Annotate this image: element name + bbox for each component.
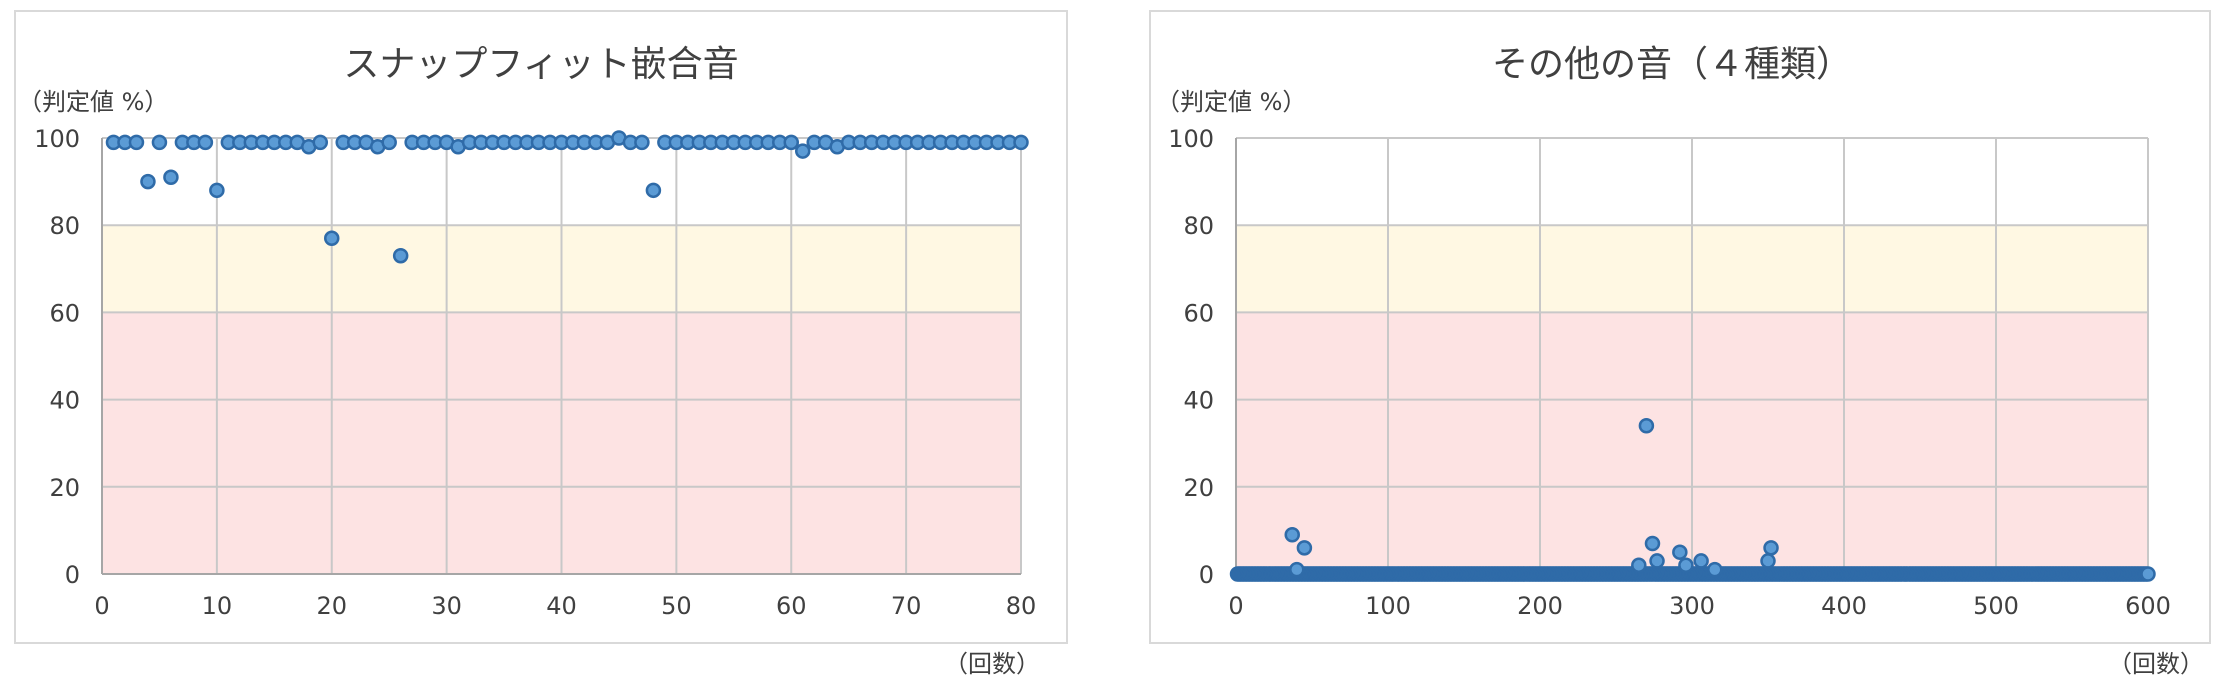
y-tick-label: 0 bbox=[65, 561, 80, 589]
snapfit-chart: スナップフィット嵌合音 （判定値 %） （回数） 0 20 40 60 80 100 0 10… bbox=[14, 10, 1068, 678]
x-tick-label: 0 bbox=[94, 592, 109, 620]
x-tick-label: 400 bbox=[1821, 592, 1867, 620]
data-point bbox=[794, 143, 811, 159]
x-tick-label: 300 bbox=[1669, 592, 1715, 620]
data-point bbox=[392, 247, 409, 264]
data-point bbox=[1284, 527, 1300, 543]
y-tick-label: 60 bbox=[1183, 299, 1214, 327]
y-tick-label: 60 bbox=[49, 299, 80, 327]
chart-title: その他の音（４種類） bbox=[1492, 44, 1852, 85]
y-tick-label: 0 bbox=[1199, 561, 1214, 589]
data-point bbox=[1296, 540, 1313, 556]
data-point bbox=[209, 182, 225, 199]
x-tick-label: 80 bbox=[1006, 592, 1037, 620]
data-point bbox=[324, 230, 340, 247]
data-point bbox=[1678, 557, 1694, 574]
x-tick-label: 20 bbox=[316, 592, 347, 620]
y-tick-label: 40 bbox=[49, 387, 80, 415]
y-tick-label: 80 bbox=[49, 212, 80, 240]
data-point bbox=[381, 134, 397, 151]
x-tick-label: 600 bbox=[2125, 592, 2171, 620]
data-point bbox=[645, 182, 662, 199]
plot-area: 0 20 40 60 80 100 0 100 200 300 400 500 600 bbox=[1168, 125, 2171, 620]
data-point bbox=[312, 134, 329, 151]
y-tick-label: 40 bbox=[1183, 387, 1214, 415]
x-tick-label: 50 bbox=[661, 592, 692, 620]
data-point bbox=[128, 134, 145, 151]
x-tick-label: 40 bbox=[546, 592, 577, 620]
data-point bbox=[1693, 553, 1709, 569]
data-point bbox=[1644, 535, 1661, 552]
x-tick-label: 200 bbox=[1517, 592, 1563, 620]
data-point bbox=[1013, 134, 1029, 151]
x-tick-label: 100 bbox=[1365, 592, 1411, 620]
x-tick-label: 10 bbox=[202, 592, 233, 620]
data-point bbox=[2140, 566, 2156, 582]
x-tick-label: 30 bbox=[431, 592, 462, 620]
x-tick-label: 70 bbox=[891, 592, 922, 620]
data-point bbox=[1763, 540, 1779, 556]
plot-area: 0 20 40 60 80 100 0 10 20 30 40 50 60 70 80 bbox=[34, 125, 1036, 620]
data-point bbox=[1638, 418, 1655, 434]
data-point bbox=[1760, 553, 1776, 569]
x-tick-label: 0 bbox=[1228, 592, 1243, 620]
other-sounds-chart: その他の音（４種類） （判定値 %） （回数） 0 20 40 60 80 100 0 100… bbox=[1149, 10, 2211, 678]
y-tick-label: 100 bbox=[34, 125, 80, 153]
data-point bbox=[1672, 544, 1688, 560]
x-axis-label: （回数） bbox=[944, 650, 1040, 678]
data-point bbox=[1289, 561, 1305, 578]
data-point bbox=[197, 134, 214, 151]
data-point bbox=[140, 173, 156, 190]
y-axis-label: （判定値 %） bbox=[1156, 88, 1306, 116]
x-axis-label: （回数） bbox=[2108, 650, 2204, 678]
y-axis-label: （判定値 %） bbox=[18, 88, 168, 116]
data-point bbox=[783, 134, 799, 151]
data-point bbox=[634, 134, 650, 151]
data-point bbox=[1707, 561, 1723, 578]
y-tick-label: 20 bbox=[1183, 474, 1214, 502]
y-tick-label: 80 bbox=[1183, 212, 1214, 240]
data-point bbox=[151, 134, 168, 151]
chart-title: スナップフィット嵌合音 bbox=[343, 44, 738, 85]
data-point bbox=[163, 169, 179, 185]
x-tick-label: 60 bbox=[776, 592, 807, 620]
data-point bbox=[1649, 553, 1665, 569]
y-tick-label: 20 bbox=[49, 474, 80, 502]
data-point bbox=[1631, 557, 1647, 574]
y-tick-label: 100 bbox=[1168, 125, 1214, 153]
x-tick-label: 500 bbox=[1973, 592, 2019, 620]
